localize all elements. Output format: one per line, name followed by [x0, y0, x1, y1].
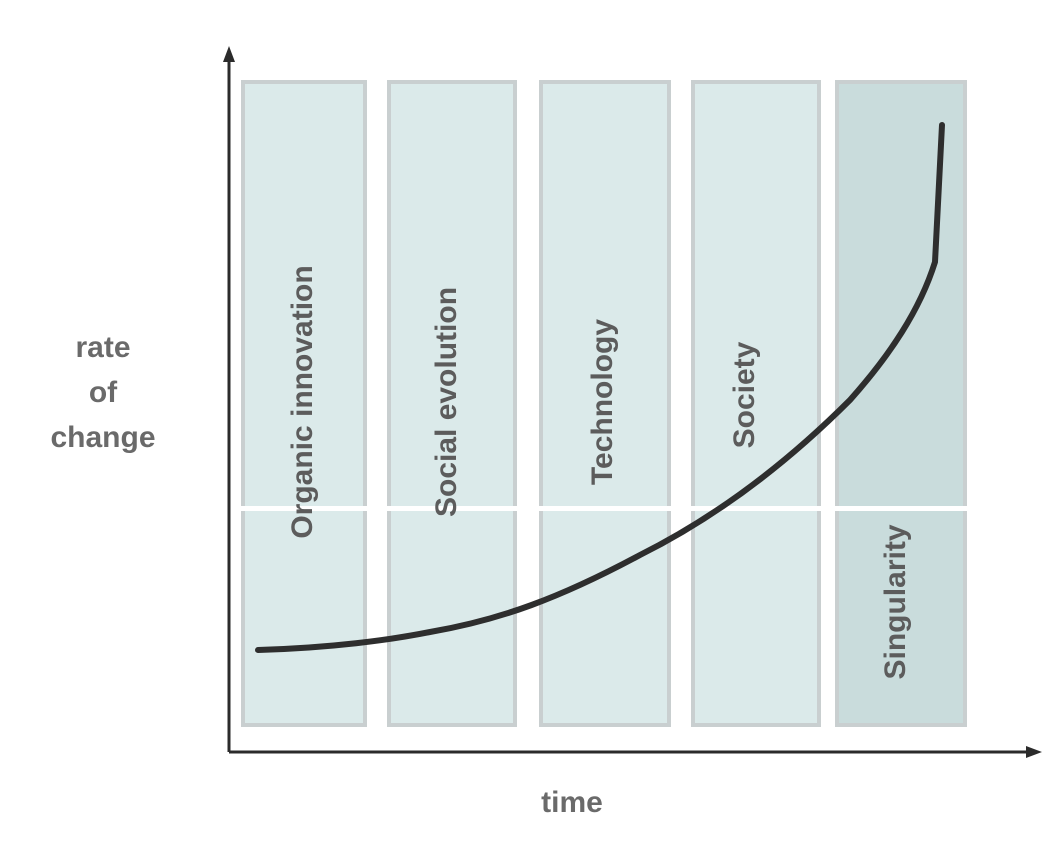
- axes: [223, 46, 1042, 758]
- phase-panel-3: [539, 80, 671, 727]
- phase-label-5: Singularity: [879, 524, 912, 679]
- phase-panel-1: [241, 80, 367, 727]
- phase-label-3: Technology: [586, 319, 619, 485]
- growth-curve: [255, 122, 945, 653]
- phase-label-1: Organic innovation: [286, 265, 319, 538]
- y-axis-arrowhead: [223, 46, 235, 62]
- phase-panel-4: [691, 80, 821, 727]
- y-axis-label-line-3: change: [50, 421, 155, 454]
- y-axis-label-line-1: rate: [75, 331, 130, 364]
- phase-panel-5: [835, 80, 967, 727]
- phase-label-2: Social evolution: [430, 287, 463, 517]
- x-axis-arrowhead: [1026, 746, 1042, 758]
- y-axis-label-line-2: of: [89, 376, 118, 409]
- phase-label-4: Society: [728, 341, 761, 448]
- phase-labels: Organic innovation Social evolution Tech…: [286, 265, 912, 679]
- y-axis-label: rate of change: [50, 331, 155, 454]
- x-axis-label: time: [541, 786, 603, 819]
- phase-panels: [241, 80, 967, 727]
- horizontal-band: [225, 506, 985, 511]
